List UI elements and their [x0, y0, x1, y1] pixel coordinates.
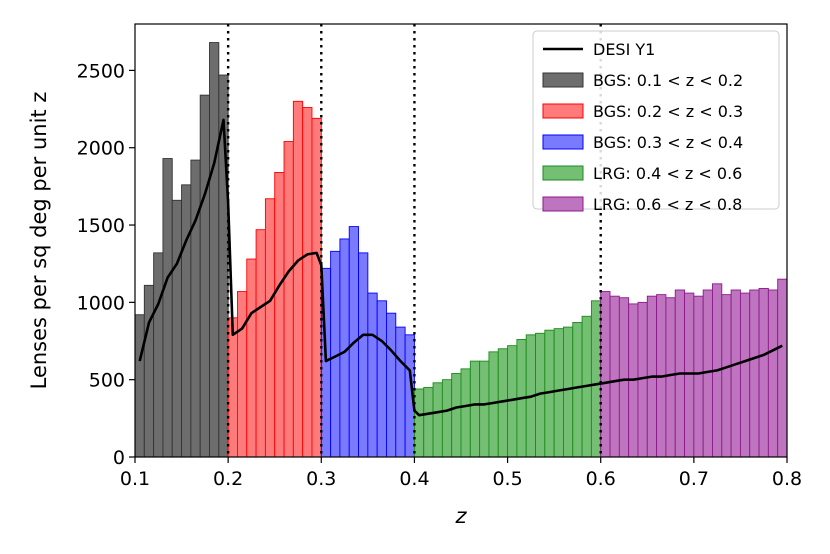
x-tick-label: 0.1 — [120, 468, 150, 490]
y-tick-label: 2000 — [77, 138, 125, 160]
bar-bgs-0-1-z-0-2 — [190, 159, 201, 458]
bar-lrg-0-6-z-0-8 — [777, 278, 788, 458]
bar-bgs-0-2-z-0-3 — [283, 141, 294, 458]
x-tick-label: 0.5 — [492, 468, 522, 490]
legend-label: BGS: 0.1 < z < 0.2 — [593, 71, 743, 90]
bar-lrg-0-6-z-0-8 — [767, 289, 779, 458]
bar-bgs-0-1-z-0-2 — [134, 314, 145, 458]
bar-lrg-0-4-z-0-6 — [590, 300, 602, 458]
bar-bgs-0-1-z-0-2 — [162, 158, 173, 458]
bar-lrg-0-6-z-0-8 — [665, 297, 676, 458]
x-axis-ticks: 0.1 0.2 0.3 0.4 0.5 0.6 0.7 0.8 — [120, 457, 802, 490]
y-tick-label: 500 — [89, 370, 125, 392]
bar-bgs-0-2-z-0-3 — [264, 198, 276, 458]
legend-label: BGS: 0.3 < z < 0.4 — [593, 133, 743, 152]
bar-lrg-0-4-z-0-6 — [441, 379, 453, 458]
desi-y1-line-group — [138, 118, 783, 417]
bar-lrg-0-4-z-0-6 — [451, 373, 462, 458]
bar-lrg-0-4-z-0-6 — [572, 322, 583, 458]
bar-bgs-0-1-z-0-2 — [171, 199, 183, 458]
bar-lrg-0-4-z-0-6 — [460, 368, 471, 458]
x-tick-label: 0.4 — [399, 468, 429, 490]
bar-lrg-0-6-z-0-8 — [721, 294, 732, 458]
legend-swatch-bgs-0-1-z-0-2 — [542, 72, 584, 88]
bar-lrg-0-4-z-0-6 — [563, 326, 574, 458]
bar-bgs-0-3-z-0-4 — [358, 252, 369, 458]
bar-bgs-0-3-z-0-4 — [376, 300, 387, 458]
legend: DESI Y1 BGS: 0.1 < z < 0.2 BGS: 0.2 < z < … — [532, 30, 780, 214]
bar-bgs-0-2-z-0-3 — [302, 107, 313, 458]
bar-bgs-0-2-z-0-3 — [274, 172, 285, 458]
bar-bgs-0-2-z-0-3 — [227, 317, 238, 458]
bar-lrg-0-4-z-0-6 — [423, 386, 434, 458]
bar-bgs-0-2-z-0-3 — [237, 291, 248, 458]
bar-lrg-0-6-z-0-8 — [730, 289, 741, 458]
x-tick-label: 0.7 — [679, 468, 709, 490]
bar-lrg-0-6-z-0-8 — [618, 297, 630, 458]
bar-bgs-0-1-z-0-2 — [181, 184, 192, 458]
bar-bgs-0-1-z-0-2 — [199, 94, 210, 458]
legend-swatch-bgs-0-2-z-0-3 — [542, 103, 584, 119]
y-axis-label: Lenses per sq deg per unit z — [27, 92, 51, 390]
bar-bgs-0-3-z-0-4 — [386, 312, 397, 458]
legend-label: DESI Y1 — [593, 40, 655, 59]
bar-bgs-0-2-z-0-3 — [246, 258, 257, 458]
legend-swatch-lrg-0-6-z-0-8 — [542, 196, 584, 212]
y-axis-ticks: 0 500 1000 1500 2000 2500 — [77, 60, 135, 469]
bar-bgs-0-2-z-0-3 — [311, 117, 322, 458]
bar-bgs-0-1-z-0-2 — [209, 42, 220, 458]
bar-lrg-0-4-z-0-6 — [479, 360, 490, 458]
bar-bgs-0-1-z-0-2 — [153, 252, 164, 458]
bar-lrg-0-6-z-0-8 — [609, 295, 620, 458]
bar-lrg-0-6-z-0-8 — [684, 292, 695, 458]
bar-bgs-0-3-z-0-4 — [395, 326, 406, 458]
bar-lrg-0-6-z-0-8 — [739, 292, 751, 458]
bar-lrg-0-6-z-0-8 — [600, 291, 611, 458]
legend-label: LRG: 0.4 < z < 0.6 — [593, 164, 742, 183]
x-tick-label: 0.6 — [586, 468, 616, 490]
plot-frame — [134, 23, 788, 458]
bar-lrg-0-4-z-0-6 — [432, 382, 443, 458]
legend-box — [532, 30, 780, 210]
bar-bgs-0-2-z-0-3 — [255, 229, 266, 458]
legend-label: LRG: 0.6 < z < 0.8 — [593, 195, 742, 214]
y-tick-label: 1000 — [77, 292, 125, 314]
bar-bgs-0-1-z-0-2 — [143, 284, 155, 458]
y-tick-label: 0 — [113, 447, 125, 469]
bar-lrg-0-6-z-0-8 — [693, 295, 704, 458]
bar-lrg-0-4-z-0-6 — [553, 328, 564, 458]
legend-label: BGS: 0.2 < z < 0.3 — [593, 102, 743, 121]
bar-bgs-0-3-z-0-4 — [367, 292, 378, 458]
bar-lrg-0-6-z-0-8 — [758, 287, 769, 458]
bar-lrg-0-6-z-0-8 — [749, 289, 760, 458]
legend-swatch-bgs-0-3-z-0-4 — [542, 134, 584, 150]
x-tick-label: 0.3 — [306, 468, 336, 490]
bar-lrg-0-4-z-0-6 — [413, 388, 425, 458]
desi-y1-line — [138, 118, 783, 417]
bar-bgs-0-2-z-0-3 — [292, 100, 304, 458]
x-tick-label: 0.2 — [213, 468, 243, 490]
legend-swatch-lrg-0-4-z-0-6 — [542, 165, 584, 181]
y-tick-label: 1500 — [77, 215, 125, 237]
x-axis-label: z — [454, 504, 467, 528]
y-tick-label: 2500 — [77, 60, 125, 82]
bar-lrg-0-4-z-0-6 — [469, 360, 481, 458]
x-tick-label: 0.8 — [772, 468, 802, 490]
